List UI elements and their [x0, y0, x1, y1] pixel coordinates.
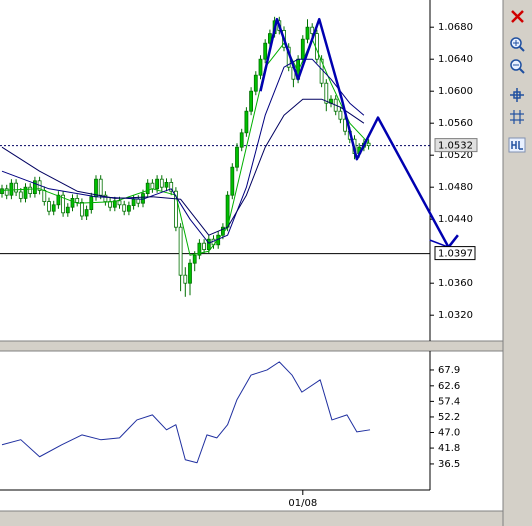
candle-body — [47, 201, 51, 212]
crosshair-button[interactable] — [510, 88, 524, 102]
y-tick-label: 1.0440 — [438, 214, 473, 225]
y-tick-label: 1.0480 — [438, 182, 473, 193]
candle-body — [56, 194, 61, 206]
y-tick-label: 62.6 — [438, 381, 460, 392]
candle-body — [18, 191, 23, 199]
candle-body — [183, 274, 188, 284]
indicator-line — [259, 17, 459, 249]
candle-body — [23, 186, 28, 199]
candle-body — [239, 132, 244, 148]
candle-body — [206, 238, 211, 250]
x-tick-label: 01/08 — [288, 498, 317, 509]
candle-body — [173, 190, 178, 228]
candle-body — [42, 189, 47, 202]
candle-body — [150, 182, 155, 190]
y-tick-label: 36.5 — [438, 459, 460, 470]
candle-body — [300, 38, 305, 60]
candle-body — [145, 182, 150, 194]
panel-separator — [0, 341, 503, 351]
candle-body — [65, 206, 70, 214]
candle-body — [112, 200, 117, 208]
level-label-box — [434, 246, 476, 261]
candle-body — [108, 201, 112, 208]
candle-body — [343, 118, 348, 132]
candle-body — [164, 181, 169, 188]
candle-body — [263, 42, 268, 60]
candle-body — [98, 178, 103, 196]
indicator-line — [429, 239, 449, 248]
price-panel: 1.0680 1.0640 1.0600 1.0560 1.0520 1.0480 1.04… — [0, 16, 478, 509]
indicator-line — [1, 98, 365, 236]
candle-body — [0, 188, 4, 195]
period-separator-button[interactable] — [508, 137, 526, 153]
candle-body — [324, 82, 329, 104]
candle-body — [33, 180, 37, 195]
candle-body — [178, 226, 183, 276]
current-price-box — [434, 138, 478, 153]
candle-body — [244, 110, 249, 134]
candle-body — [4, 188, 9, 196]
y-tick-label: 1.0680 — [438, 22, 473, 33]
oscillator-line — [1, 361, 371, 464]
level-label: 1.0397 — [438, 249, 473, 260]
candle-body — [84, 209, 89, 217]
candle-body — [366, 142, 371, 146]
y-tick-label: 41.8 — [438, 443, 460, 454]
candle-body — [310, 26, 315, 35]
y-tick-label: 67.9 — [438, 365, 460, 376]
candle-body — [14, 182, 19, 193]
candle-body — [230, 166, 235, 196]
status-strip — [0, 511, 532, 526]
y-tick-label: 57.4 — [438, 396, 460, 407]
y-tick-label: 1.0640 — [438, 54, 473, 65]
zoom-out-button[interactable] — [510, 59, 525, 74]
candle-body — [28, 186, 33, 194]
current-price-label: 1.0532 — [438, 141, 473, 152]
y-tick-label: 47.0 — [438, 428, 460, 439]
candle-body — [61, 194, 65, 214]
oscillator-panel: 67.9 62.6 57.4 52.2 47.0 41.8 36.5 — [1, 361, 460, 470]
candle-body — [136, 198, 141, 204]
candle-body — [70, 197, 75, 208]
candle-body — [75, 197, 80, 203]
candle-body — [51, 204, 56, 212]
y-tick-label: 1.0320 — [438, 310, 473, 321]
candle-body — [249, 90, 254, 112]
candle-body — [169, 181, 174, 192]
grid-button[interactable] — [510, 110, 524, 124]
y-tick-label: 1.0520 — [438, 150, 473, 161]
close-button[interactable] — [511, 10, 524, 23]
candle-body — [122, 204, 127, 212]
candle-body — [188, 262, 192, 284]
candle-body — [155, 178, 160, 190]
candle-body — [9, 182, 14, 196]
candle-body — [127, 205, 131, 212]
candle-body — [338, 110, 343, 120]
candle-body — [117, 200, 122, 206]
candle-body — [258, 58, 263, 76]
candle-body — [80, 201, 84, 217]
candle-body — [192, 254, 197, 264]
candle-body — [159, 178, 164, 188]
toolbar — [502, 0, 532, 526]
candle-body — [197, 242, 202, 256]
y-tick-label: 1.0600 — [438, 86, 473, 97]
candle-body — [305, 26, 310, 40]
candle-body — [131, 198, 136, 206]
candle-body — [314, 33, 319, 60]
y-tick-label: 1.0560 — [438, 118, 473, 129]
candle-body — [235, 146, 239, 168]
toolbar-bg — [503, 0, 532, 526]
y-tick-label: 52.2 — [438, 412, 460, 423]
zoom-in-button[interactable] — [510, 37, 525, 52]
y-tick-label: 1.0360 — [438, 278, 473, 289]
candle-body — [202, 242, 207, 250]
candle-body — [89, 196, 94, 211]
candle-body — [253, 74, 258, 92]
